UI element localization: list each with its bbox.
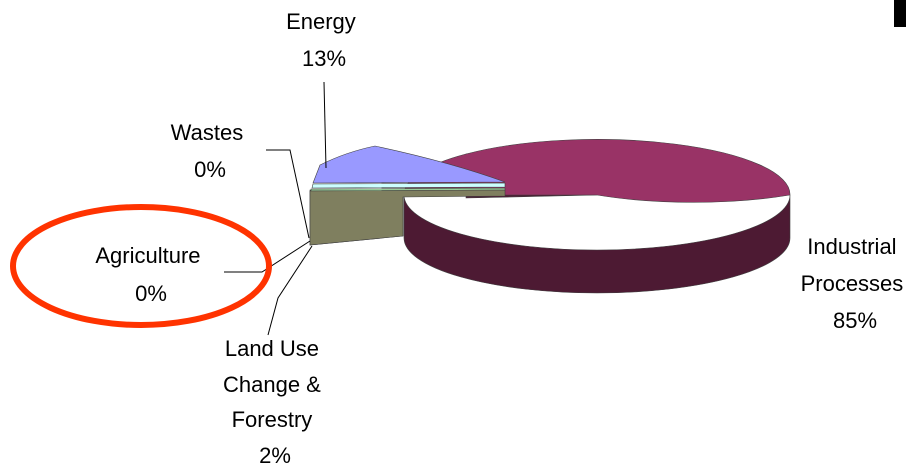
leader-line-wastes [266,149,310,239]
label-industrial: Industrial Processes 85% [801,234,910,333]
label-energy: Energy 13% [286,9,362,71]
label-land-use: Land Use Change & Forestry 2% [223,336,327,467]
highlight-ellipse [10,204,272,328]
leader-line-land-use [267,245,313,336]
slice-land-use [309,189,506,246]
leader-line-energy [323,81,327,169]
slice-side-industrial [403,194,791,294]
pie-tops [309,139,791,246]
leader-line-agriculture [224,240,311,273]
slice-energy [312,145,506,184]
cropped-text-fragment [894,0,906,27]
slice-labels: Energy 13% Wastes 0% Agriculture 0% Land… [95,9,910,467]
slice-wastes [311,182,506,189]
label-wastes: Wastes 0% [171,120,250,182]
leader-lines [224,81,327,336]
label-agriculture: Agriculture 0% [95,243,206,306]
